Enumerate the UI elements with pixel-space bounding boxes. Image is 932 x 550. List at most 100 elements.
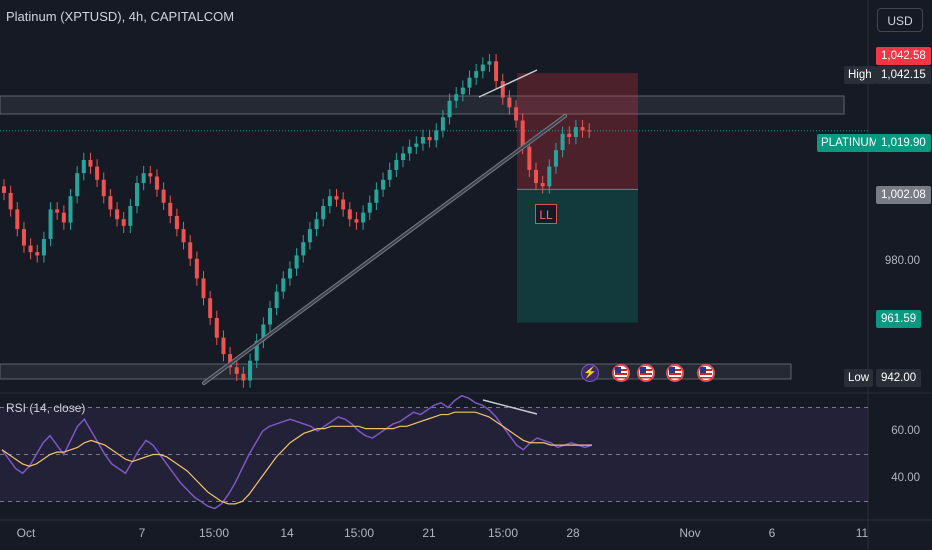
time-tick: 14	[280, 526, 294, 540]
candle-body	[268, 308, 272, 325]
price-tick: 980.00	[884, 255, 920, 267]
candle-body	[135, 183, 139, 207]
candle-body	[15, 209, 20, 230]
candle-body	[334, 196, 339, 200]
lightning-icon[interactable]: ⚡	[581, 364, 599, 382]
high-label: High	[844, 66, 876, 84]
top-divergence-line	[478, 69, 538, 98]
candle-body	[514, 107, 519, 121]
candle-body	[21, 229, 26, 246]
rising-trendline-inner	[203, 115, 566, 384]
time-tick: 6	[768, 526, 776, 540]
candle-body	[194, 258, 199, 279]
candle-body	[141, 173, 146, 184]
candle-body	[101, 179, 106, 197]
candle-body	[214, 317, 219, 338]
candle-body	[434, 130, 439, 141]
candle-body	[88, 160, 93, 167]
candle-body	[261, 324, 266, 341]
time-tick: 11	[855, 526, 869, 540]
candle-body	[221, 337, 226, 355]
resistance-zone	[0, 95, 845, 115]
candle-body	[307, 229, 312, 243]
candle-body	[274, 291, 279, 309]
candle-body	[68, 196, 73, 223]
candle-body	[2, 186, 6, 193]
candle-body	[55, 209, 60, 213]
candle-body	[41, 238, 46, 256]
time-tick: 15:00	[343, 526, 375, 540]
candle-body	[480, 64, 485, 72]
candle-body	[234, 367, 239, 374]
time-tick: 28	[566, 526, 580, 540]
candle-body	[534, 169, 538, 184]
candle-body	[314, 219, 319, 230]
candle-body	[354, 219, 359, 223]
candle-body	[414, 143, 419, 147]
candle-body	[301, 242, 306, 256]
candle-body	[494, 61, 499, 82]
candle-body	[281, 278, 286, 292]
currency-button[interactable]: USD	[877, 8, 923, 32]
candle-body	[154, 176, 159, 190]
rsi-title: RSI (14, close)	[6, 401, 86, 415]
candle-body	[161, 189, 166, 203]
candle-body	[361, 212, 366, 223]
chart-title: Platinum (XPTUSD), 4h, CAPITALCOM	[6, 9, 235, 24]
target-level-tag: 961.59	[876, 310, 922, 328]
low-value-tag: 942.00	[876, 369, 922, 387]
candle-body	[407, 146, 412, 154]
symbol-tag: PLATINUM	[817, 134, 883, 152]
us-flag-icon[interactable]	[637, 364, 655, 382]
us-flag-icon[interactable]	[697, 364, 715, 382]
rsi-line	[1, 394, 593, 510]
candle-body	[580, 127, 585, 131]
candle-body	[228, 354, 233, 368]
candle-body	[367, 202, 372, 213]
candle-body	[440, 117, 445, 131]
candle-body	[8, 192, 13, 210]
candle-body	[520, 120, 525, 147]
candle-body	[474, 71, 479, 78]
candle-body	[387, 169, 392, 180]
candle-body	[394, 160, 399, 170]
time-tick: 15:00	[487, 526, 519, 540]
candle-body	[201, 278, 206, 299]
candle-body	[447, 100, 452, 118]
candle-body	[540, 183, 545, 187]
candle-body	[248, 360, 253, 381]
us-flag-icon[interactable]	[612, 364, 630, 382]
candle-body	[95, 166, 100, 180]
us-flag-icon[interactable]	[666, 364, 684, 382]
candle-body	[81, 160, 86, 174]
candle-body	[527, 146, 532, 170]
candle-body	[28, 245, 33, 253]
rsi-divergence-line	[482, 399, 538, 415]
lower-low-label[interactable]: LL	[535, 204, 557, 224]
upper-level-tag: 1,042.58	[876, 47, 931, 65]
rsi-tick: 60.00	[891, 425, 920, 437]
high-value-tag: 1,042.15	[876, 66, 931, 84]
candle-body	[347, 209, 352, 220]
candle-body	[254, 340, 259, 361]
last-price-tag: 1,019.90	[876, 134, 931, 152]
candle-body	[287, 268, 292, 279]
candle-body	[460, 87, 465, 95]
candle-body	[547, 166, 552, 187]
candle-body	[327, 196, 332, 207]
rsi-ma-line	[1, 411, 592, 505]
candle-body	[48, 209, 53, 239]
candle-body	[241, 373, 246, 381]
candle-body	[553, 150, 558, 167]
candle-body	[560, 133, 565, 151]
candle-body	[188, 242, 193, 259]
candle-body	[321, 206, 326, 220]
candle-body	[174, 215, 179, 230]
candle-body	[168, 202, 173, 216]
time-tick: 7	[138, 526, 146, 540]
time-tick: Nov	[679, 526, 701, 540]
candle-body	[487, 61, 492, 65]
candle-body	[573, 127, 578, 137]
time-tick: Oct	[16, 526, 36, 540]
